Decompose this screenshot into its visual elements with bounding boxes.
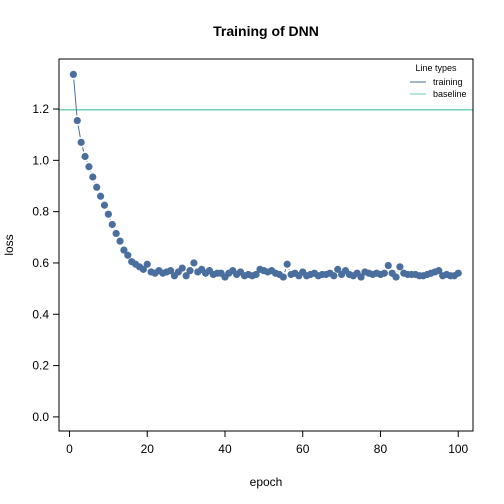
training-point: [166, 267, 175, 275]
training-point: [81, 152, 89, 161]
training-point: [108, 220, 116, 229]
training-point: [252, 270, 260, 279]
y-tick-label: 0.6: [32, 256, 49, 270]
training-line-segment: [77, 125, 81, 138]
training-point: [279, 273, 287, 281]
training-line-segment: [73, 79, 78, 116]
training-point: [77, 138, 85, 146]
y-tick-label: 1.0: [32, 153, 49, 167]
training-point: [334, 265, 342, 273]
training-point: [182, 272, 190, 280]
legend: Line types training baseline: [410, 63, 467, 99]
training-point: [357, 273, 365, 281]
x-tick-label: 0: [66, 442, 73, 456]
training-point: [139, 265, 147, 273]
training-points: [69, 70, 462, 281]
training-point: [89, 173, 97, 181]
training-point: [120, 246, 128, 254]
training-point: [143, 260, 151, 268]
training-point: [454, 269, 462, 277]
y-tick-label: 0.0: [32, 410, 49, 424]
training-point: [100, 201, 109, 209]
training-point: [283, 260, 291, 268]
x-tick-label: 20: [141, 442, 155, 456]
training-point: [104, 210, 112, 218]
y-tick-label: 0.4: [32, 307, 49, 321]
legend-item-training: training: [433, 77, 463, 87]
plot-area: [58, 58, 474, 432]
plot-frame: [58, 58, 474, 432]
legend-item-baseline: baseline: [433, 89, 467, 99]
training-point: [392, 273, 400, 281]
training-line-segment: [284, 269, 287, 273]
x-tick-label: 40: [218, 442, 232, 456]
x-tick-label: 60: [296, 442, 310, 456]
training-point: [384, 261, 392, 270]
training-line-segment: [82, 147, 85, 152]
training-point: [178, 264, 186, 272]
training-point: [73, 116, 81, 125]
x-axis: 0 20 40 60 80 100: [66, 431, 469, 456]
legend-title: Line types: [415, 63, 457, 73]
training-point: [85, 163, 93, 171]
training-point: [380, 269, 388, 277]
x-tick-label: 100: [448, 442, 468, 456]
x-axis-label: epoch: [250, 475, 283, 489]
training-point: [93, 183, 101, 191]
training-point: [96, 192, 105, 200]
y-axis-label: loss: [2, 234, 16, 255]
training-point: [116, 237, 124, 245]
training-point: [190, 259, 198, 267]
y-tick-label: 1.2: [32, 102, 49, 116]
training-point: [186, 267, 194, 275]
y-tick-label: 0.8: [32, 205, 49, 219]
chart-title: Training of DNN: [213, 23, 319, 39]
y-axis: 0.0 0.2 0.4 0.6 0.8 1.0 1.2: [32, 102, 59, 424]
training-point: [124, 251, 132, 259]
x-tick-label: 80: [374, 442, 388, 456]
training-point: [396, 263, 404, 271]
training-point: [330, 272, 338, 280]
training-point: [435, 267, 443, 275]
training-point: [112, 229, 120, 238]
training-point: [69, 70, 77, 78]
y-tick-label: 0.2: [32, 359, 49, 373]
training-line: [73, 79, 399, 273]
